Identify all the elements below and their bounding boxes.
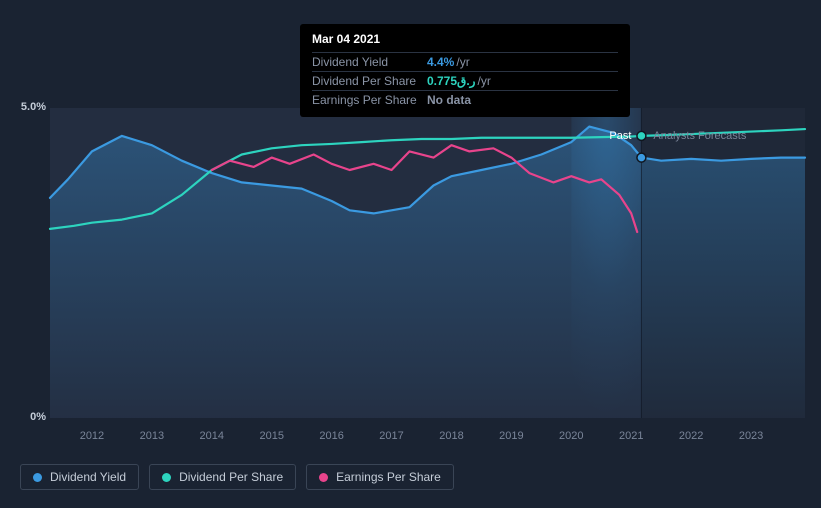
x-axis-label: 2018 bbox=[439, 430, 463, 442]
tooltip-key: Dividend Per Share bbox=[312, 74, 427, 88]
x-axis-label: 2023 bbox=[739, 430, 763, 442]
y-axis-label: 0% bbox=[18, 411, 46, 423]
forecasts-label: Analysts Forecasts bbox=[653, 130, 746, 142]
x-axis-label: 2012 bbox=[80, 430, 104, 442]
tooltip-value: No data bbox=[427, 93, 471, 107]
tooltip-unit: /yr bbox=[477, 74, 490, 88]
x-axis-label: 2019 bbox=[499, 430, 523, 442]
tooltip-row: Dividend Per Share0.775ر.ق/yr bbox=[312, 71, 618, 90]
dividend-chart: 0% 5.0% 2012 2013 2014 2015 2016 2017 2018 2019 2… bbox=[0, 0, 821, 508]
legend-label: Dividend Yield bbox=[50, 470, 126, 484]
legend-dot-icon bbox=[33, 473, 42, 482]
x-axis-label: 2014 bbox=[200, 430, 224, 442]
tooltip-key: Dividend Yield bbox=[312, 55, 427, 69]
tooltip-value: 0.775ر.ق bbox=[427, 74, 475, 88]
x-axis-label: 2021 bbox=[619, 430, 643, 442]
legend-item-dividend-yield[interactable]: Dividend Yield bbox=[20, 464, 139, 490]
legend-item-earnings-per-share[interactable]: Earnings Per Share bbox=[306, 464, 454, 490]
tooltip-key: Earnings Per Share bbox=[312, 93, 427, 107]
tooltip-row: Dividend Yield4.4%/yr bbox=[312, 52, 618, 71]
legend-dot-icon bbox=[162, 473, 171, 482]
x-axis-label: 2016 bbox=[319, 430, 343, 442]
x-axis-label: 2015 bbox=[259, 430, 283, 442]
tooltip-date: Mar 04 2021 bbox=[312, 32, 618, 52]
chart-tooltip: Mar 04 2021 Dividend Yield4.4%/yrDividen… bbox=[300, 24, 630, 117]
y-axis-label: 5.0% bbox=[18, 101, 46, 113]
legend-label: Dividend Per Share bbox=[179, 470, 283, 484]
x-axis-label: 2022 bbox=[679, 430, 703, 442]
tooltip-value: 4.4% bbox=[427, 55, 454, 69]
past-label: Past bbox=[609, 130, 631, 142]
x-axis-label: 2013 bbox=[140, 430, 164, 442]
chart-legend: Dividend Yield Dividend Per Share Earnings… bbox=[20, 464, 454, 490]
legend-item-dividend-per-share[interactable]: Dividend Per Share bbox=[149, 464, 296, 490]
x-axis-label: 2020 bbox=[559, 430, 583, 442]
tooltip-row: Earnings Per ShareNo data bbox=[312, 90, 618, 109]
tooltip-unit: /yr bbox=[456, 55, 469, 69]
x-axis-label: 2017 bbox=[379, 430, 403, 442]
legend-dot-icon bbox=[319, 473, 328, 482]
legend-label: Earnings Per Share bbox=[336, 470, 441, 484]
